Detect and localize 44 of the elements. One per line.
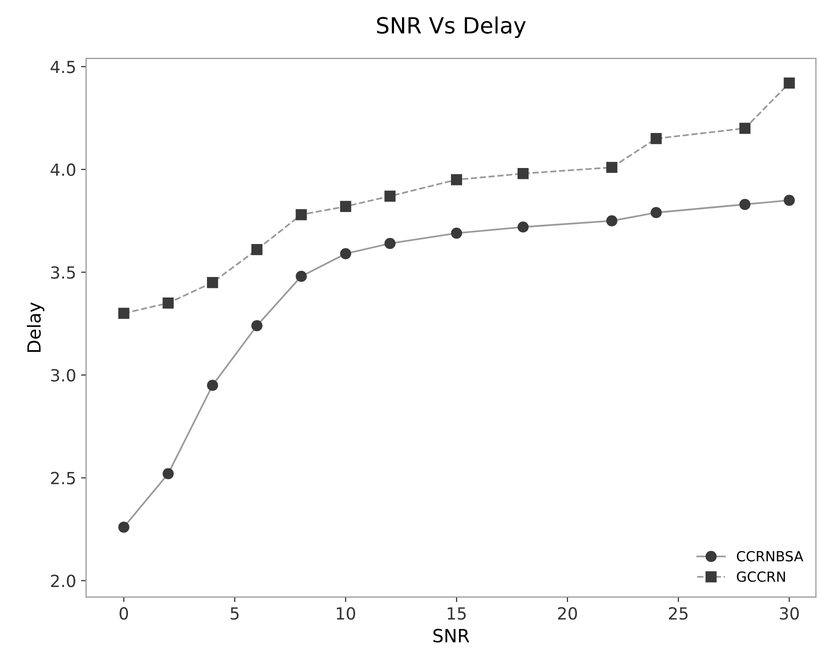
x-tick-label: 5 — [230, 607, 239, 620]
x-tick-label: 30 — [780, 607, 799, 620]
y-tick-label: 4.5 — [50, 60, 75, 74]
chart-title: SNR Vs Delay — [377, 16, 526, 38]
y-tick-label: 2.5 — [51, 472, 75, 484]
legend-label: CCRNBSA — [736, 550, 804, 562]
point — [162, 298, 174, 309]
point — [650, 133, 662, 144]
point — [340, 248, 352, 260]
y-tick-label: 3.0 — [51, 368, 76, 382]
point — [206, 276, 218, 288]
point — [739, 198, 750, 210]
point — [296, 270, 307, 282]
point — [162, 468, 174, 480]
point — [251, 244, 262, 256]
point — [650, 207, 662, 218]
x-tick-label: 0 — [120, 607, 128, 620]
point — [296, 209, 307, 220]
x-tick-label: 15 — [448, 607, 466, 620]
y-tick-label: 2.0 — [51, 574, 76, 588]
point — [206, 380, 218, 391]
x-tick-label: 20 — [558, 607, 577, 620]
point — [340, 200, 352, 212]
point — [118, 522, 130, 533]
y-tick-label: 4.0 — [50, 163, 76, 176]
legend-label: GCCRN — [736, 571, 785, 582]
point — [118, 308, 130, 319]
point — [784, 194, 795, 206]
point — [384, 238, 396, 250]
x-tick-label: 10 — [336, 607, 356, 620]
point — [450, 174, 462, 186]
point — [606, 162, 618, 173]
point — [518, 168, 529, 180]
y-axis-title: Delay — [26, 302, 44, 352]
point — [739, 122, 750, 134]
y-tick-label: 3.5 — [51, 266, 75, 279]
point — [450, 228, 462, 239]
point — [784, 78, 795, 89]
point — [384, 190, 396, 202]
point — [518, 221, 529, 233]
point — [251, 320, 262, 332]
x-tick-label: 25 — [668, 607, 688, 620]
x-axis-title: SNR — [433, 628, 470, 642]
point — [606, 215, 618, 226]
